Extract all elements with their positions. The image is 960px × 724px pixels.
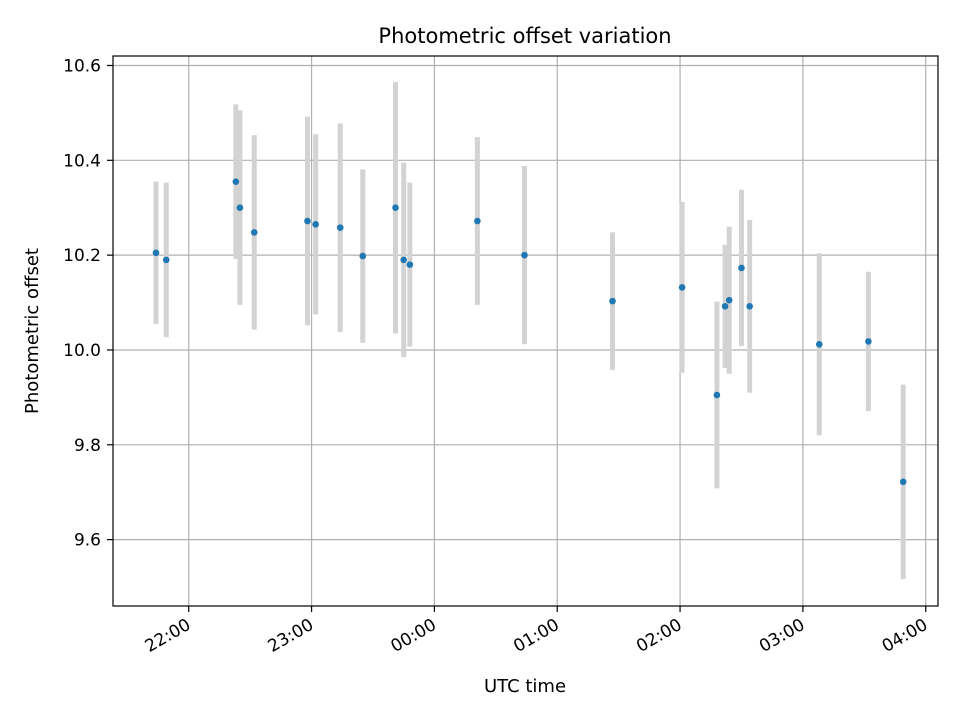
x-tick-label: 02:00: [633, 615, 685, 657]
data-point: [152, 249, 160, 257]
x-axis-label: UTC time: [484, 676, 566, 697]
data-point: [162, 256, 170, 264]
chart-title: Photometric offset variation: [378, 24, 671, 48]
x-tick-label: 03:00: [756, 615, 808, 657]
data-point: [746, 303, 753, 310]
y-axis-label: Photometric offset: [22, 248, 43, 414]
y-axis-ticks: 9.6 9.8 10.0 10.2 10.4 10.6: [63, 56, 113, 551]
grid: [113, 56, 938, 606]
data-point: [359, 252, 367, 260]
data-point: [392, 204, 399, 212]
data-point: [815, 340, 823, 348]
x-tick-label: 00:00: [387, 615, 439, 657]
x-tick-label: 04:00: [879, 615, 931, 657]
data-point: [250, 229, 258, 236]
data-point: [312, 221, 319, 228]
data-point: [400, 256, 407, 264]
data-point: [521, 251, 528, 259]
data-point: [304, 217, 311, 225]
data-point: [721, 303, 729, 310]
data-point: [336, 224, 344, 231]
x-tick-label: 01:00: [510, 615, 562, 657]
y-tick-label: 10.6: [63, 56, 101, 76]
data-point: [232, 178, 240, 185]
x-axis-ticks: 22:00 23:00 00:00 01:00 02:00 03:00 04:00: [142, 606, 931, 657]
data-point: [474, 217, 481, 225]
y-tick-label: 10.4: [63, 151, 101, 171]
data-points: [152, 178, 907, 486]
x-tick-label: 22:00: [142, 615, 194, 657]
x-tick-label: 23:00: [265, 615, 317, 657]
data-point: [713, 391, 721, 399]
data-point: [725, 296, 733, 304]
data-point: [899, 478, 907, 486]
y-tick-label: 10.2: [63, 246, 101, 266]
data-point: [738, 264, 745, 272]
data-point: [865, 338, 872, 345]
data-point: [678, 284, 686, 291]
data-point: [609, 297, 616, 305]
y-tick-label: 9.6: [74, 531, 101, 551]
error-bars: [153, 82, 906, 579]
data-point: [406, 261, 414, 268]
y-tick-label: 10.0: [63, 341, 101, 361]
y-tick-label: 9.8: [74, 436, 101, 456]
axes-frame: [112, 55, 939, 607]
data-point: [236, 204, 244, 212]
